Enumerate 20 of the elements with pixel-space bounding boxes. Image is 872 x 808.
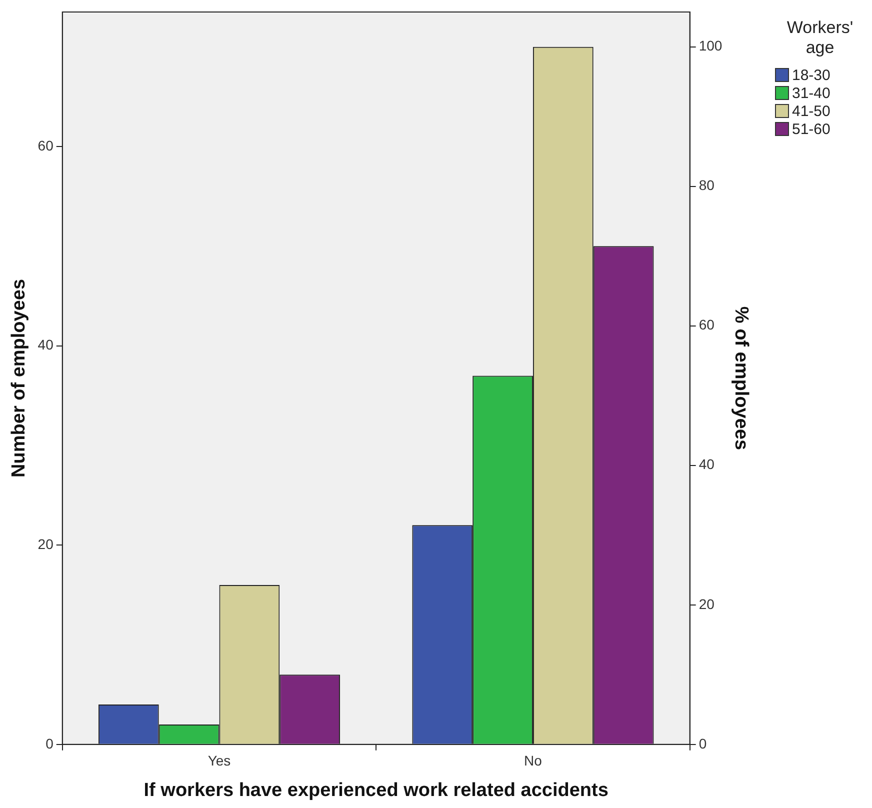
legend-title: Workers' age — [786, 18, 854, 58]
legend-label: 51-60 — [792, 120, 830, 138]
y-tick-label: 60 — [38, 137, 54, 154]
y2-tick-label: 80 — [698, 177, 715, 194]
y-tick-label: 20 — [38, 536, 54, 552]
y-tick-label: 40 — [38, 336, 54, 353]
legend-label: 31-40 — [792, 84, 830, 102]
y-axis-title: Number of employees — [8, 278, 30, 478]
y2-tick-label: 60 — [698, 316, 715, 333]
y2-tick-label: 0 — [698, 735, 707, 752]
y2-tick-label: 100 — [698, 38, 722, 54]
x-axis-title: If workers have experienced work related accidents — [144, 780, 608, 801]
y-tick-label: 0 — [46, 735, 54, 752]
y2-axis-title: % of employees — [730, 306, 752, 450]
legend-label: 41-50 — [792, 102, 830, 120]
y2-tick-label: 20 — [698, 596, 715, 612]
x-tick-label: Yes — [208, 752, 231, 769]
y2-tick-label: 40 — [698, 456, 715, 472]
legend-label: 18-30 — [792, 66, 830, 84]
x-tick-label: No — [524, 752, 542, 769]
